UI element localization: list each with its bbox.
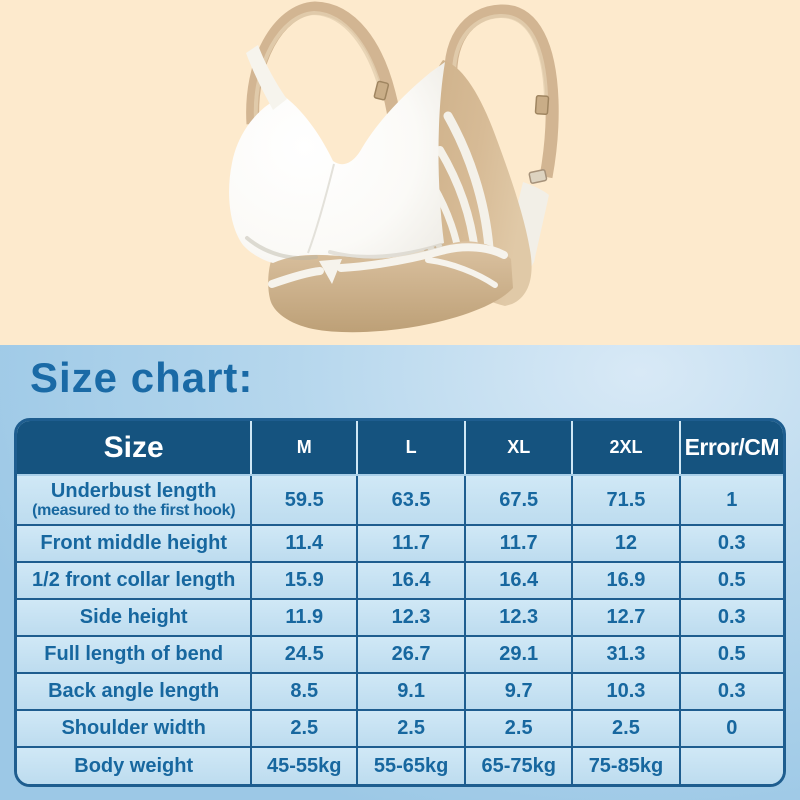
value-cell: 10.3 xyxy=(572,673,681,712)
column-header-xl: XL xyxy=(465,421,574,477)
value-cell: 16.4 xyxy=(357,562,467,601)
value-cell: 71.5 xyxy=(572,475,681,527)
column-header-l: L xyxy=(357,421,467,477)
value-cell: 1 xyxy=(679,475,783,527)
value-cell: 0.3 xyxy=(679,525,783,564)
table-row: Front middle height 11.4 11.7 11.7 12 0.3 xyxy=(17,525,783,564)
row-label-cell: 1/2 front collar length xyxy=(17,562,253,601)
value-cell: 12 xyxy=(572,525,681,564)
row-label-text: Back angle length xyxy=(48,680,220,703)
value-cell: 11.4 xyxy=(251,525,359,564)
row-label-text: Underbust length xyxy=(50,480,217,503)
value-cell: 67.5 xyxy=(465,475,574,527)
value-cell: 12.3 xyxy=(357,599,467,638)
value-cell: 8.5 xyxy=(251,673,359,712)
value-cell: 26.7 xyxy=(357,636,467,675)
row-label-text: Shoulder width xyxy=(61,717,206,740)
value-cell: 55-65kg xyxy=(357,747,467,785)
value-cell: 63.5 xyxy=(357,475,467,527)
size-chart-section: Size chart: Size M L XL 2XL Error/CM Underbus… xyxy=(0,345,800,800)
value-cell: 45-55kg xyxy=(251,747,359,785)
value-cell xyxy=(679,747,783,785)
row-label-text: Body weight xyxy=(74,754,194,777)
value-cell: 9.7 xyxy=(465,673,574,712)
strap-adjuster-right xyxy=(534,94,550,116)
row-sublabel-text: (measured to the first hook) xyxy=(32,502,236,520)
product-photo-section xyxy=(0,0,800,345)
row-label-text: Front middle height xyxy=(40,532,228,555)
size-chart-body: Underbust length (measured to the first h… xyxy=(17,475,783,785)
column-header-error-cm: Error/CM xyxy=(679,421,783,477)
value-cell: 65-75kg xyxy=(465,747,574,785)
row-label-text: 1/2 front collar length xyxy=(32,569,236,592)
value-cell: 0.5 xyxy=(679,636,783,675)
value-cell: 2.5 xyxy=(251,710,359,749)
value-cell: 75-85kg xyxy=(572,747,681,785)
bra-cups xyxy=(229,62,445,263)
value-cell: 16.4 xyxy=(465,562,574,601)
row-label-cell: Front middle height xyxy=(17,525,253,564)
size-chart-table: Size M L XL 2XL Error/CM Underbust length (mea… xyxy=(17,421,783,785)
column-header-m: M xyxy=(251,421,359,477)
table-row: 1/2 front collar length 15.9 16.4 16.4 16.9 0… xyxy=(17,562,783,601)
under-cup-shadow xyxy=(245,236,443,261)
value-cell: 11.7 xyxy=(357,525,467,564)
table-row: Shoulder width 2.5 2.5 2.5 2.5 0 xyxy=(17,710,783,749)
bra-illustration xyxy=(0,0,800,345)
value-cell: 29.1 xyxy=(465,636,574,675)
column-header-size: Size xyxy=(17,421,253,477)
value-cell: 2.5 xyxy=(357,710,467,749)
table-row: Body weight 45-55kg 55-65kg 65-75kg 75-85kg xyxy=(17,747,783,785)
band-stripe xyxy=(268,243,508,288)
row-label-text: Side height xyxy=(79,606,188,629)
right-strap xyxy=(444,4,559,184)
row-label-cell: Side height xyxy=(17,599,253,638)
column-header-2xl: 2XL xyxy=(572,421,681,477)
cup-seam xyxy=(307,163,335,254)
value-cell: 31.3 xyxy=(572,636,681,675)
value-cell: 0.3 xyxy=(679,599,783,638)
size-chart-table-wrapper: Size M L XL 2XL Error/CM Underbust length (mea… xyxy=(14,418,786,788)
value-cell: 0 xyxy=(679,710,783,749)
strap-hook xyxy=(528,169,548,184)
row-label-cell: Back angle length xyxy=(17,673,253,712)
value-cell: 16.9 xyxy=(572,562,681,601)
table-row: Side height 11.9 12.3 12.3 12.7 0.3 xyxy=(17,599,783,638)
value-cell: 0.3 xyxy=(679,673,783,712)
value-cell: 24.5 xyxy=(251,636,359,675)
value-cell: 11.7 xyxy=(465,525,574,564)
value-cell: 59.5 xyxy=(251,475,359,527)
value-cell: 12.3 xyxy=(465,599,574,638)
row-label-cell: Underbust length (measured to the first h… xyxy=(17,475,253,527)
size-chart-header-row: Size M L XL 2XL Error/CM xyxy=(17,421,783,477)
value-cell: 15.9 xyxy=(251,562,359,601)
row-label-cell: Full length of bend xyxy=(17,636,253,675)
row-label-cell: Body weight xyxy=(17,747,253,785)
row-label-cell: Shoulder width xyxy=(17,710,253,749)
table-row: Underbust length (measured to the first h… xyxy=(17,475,783,527)
band-triangle xyxy=(319,259,342,284)
value-cell: 2.5 xyxy=(572,710,681,749)
table-row: Back angle length 8.5 9.1 9.7 10.3 0.3 xyxy=(17,673,783,712)
strap-front-attach xyxy=(246,45,287,110)
value-cell: 11.9 xyxy=(251,599,359,638)
row-label-text: Full length of bend xyxy=(44,643,224,666)
value-cell: 2.5 xyxy=(465,710,574,749)
value-cell: 0.5 xyxy=(679,562,783,601)
size-chart-title: Size chart: xyxy=(30,354,254,401)
strap-adjuster-left xyxy=(373,80,390,101)
value-cell: 12.7 xyxy=(572,599,681,638)
table-row: Full length of bend 24.5 26.7 29.1 31.3 0.5 xyxy=(17,636,783,675)
value-cell: 9.1 xyxy=(357,673,467,712)
